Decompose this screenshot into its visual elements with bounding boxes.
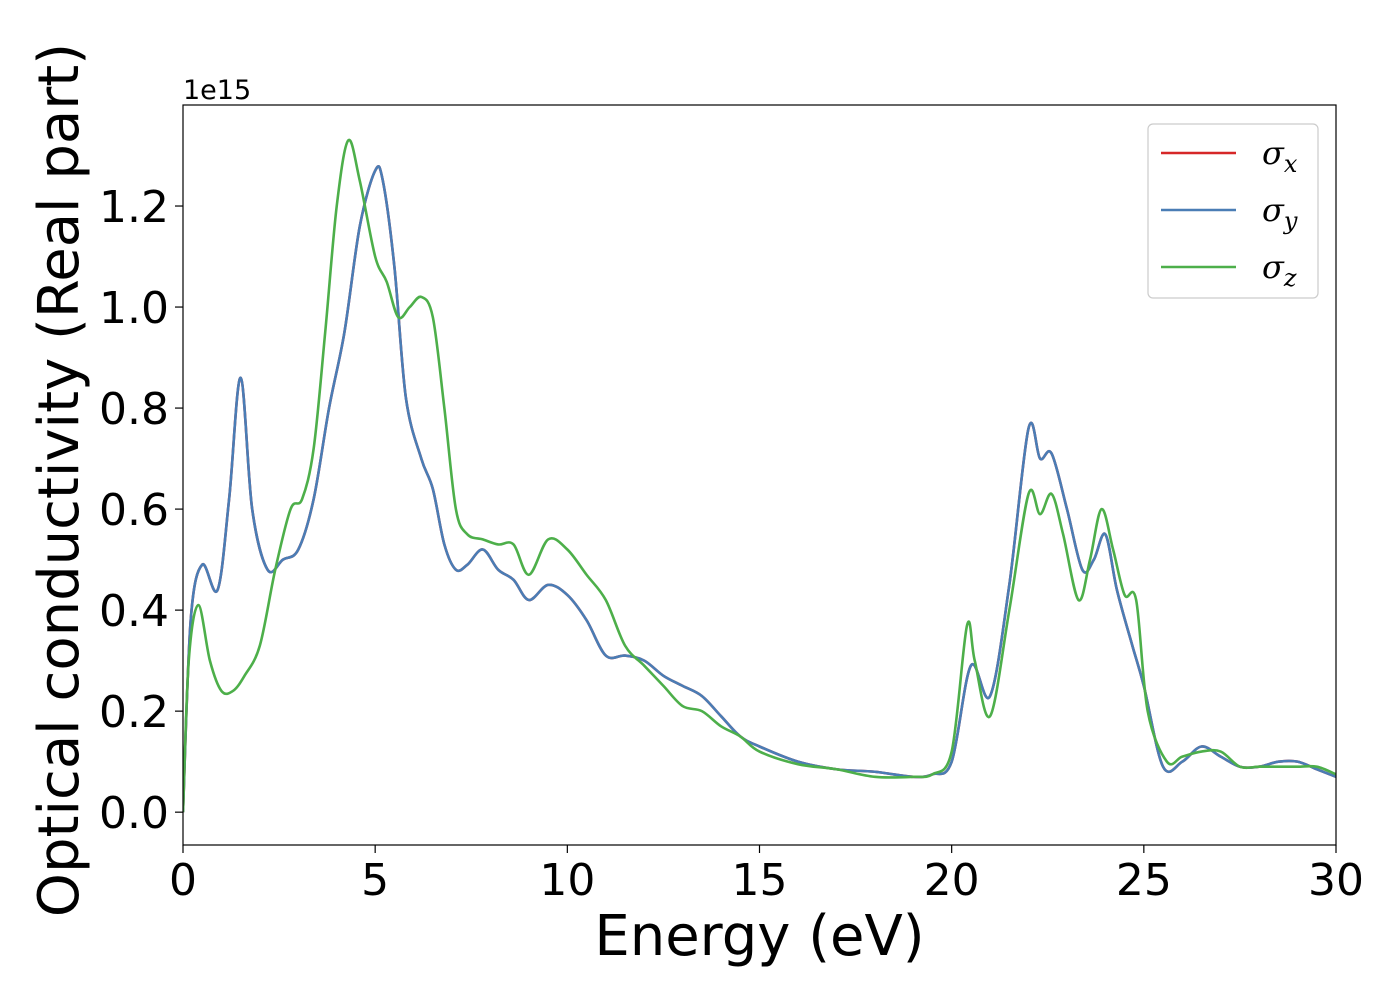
x-tick-label: 10 [539,855,595,906]
x-tick-label: 15 [732,855,788,906]
x-tick-label: 25 [1116,855,1172,906]
legend-label: σx [1262,134,1298,178]
series-line-y [183,165,1336,813]
x-axis-label: Energy (eV) [594,904,924,969]
x-axis: 0 5 10 15 20 25 30 [169,845,1364,906]
y-tick-label: 0.2 [99,687,169,738]
legend-label: σy [1262,191,1298,235]
series-layer [183,138,1336,813]
y-tick-label: 1.2 [99,182,169,233]
y-tick-label: 0.8 [99,384,169,435]
x-tick-label: 20 [924,855,980,906]
x-tick-label: 5 [361,855,389,906]
legend: σx σy σz [1147,123,1319,299]
y-axis-offset-label: 1e15 [183,75,251,106]
legend-label: σz [1262,248,1297,292]
y-tick-label: 0.4 [99,586,169,637]
x-tick-label: 0 [169,855,197,906]
x-tick-label: 30 [1308,855,1364,906]
y-tick-label: 0.0 [99,788,169,839]
y-tick-label: 0.6 [99,485,169,536]
y-axis: 0.0 0.2 0.4 0.6 0.8 1.0 1.2 [99,182,183,839]
series-line-z [183,138,1336,813]
y-axis-label: Optical conductivity (Real part) [27,43,92,917]
y-tick-label: 1.0 [99,283,169,334]
